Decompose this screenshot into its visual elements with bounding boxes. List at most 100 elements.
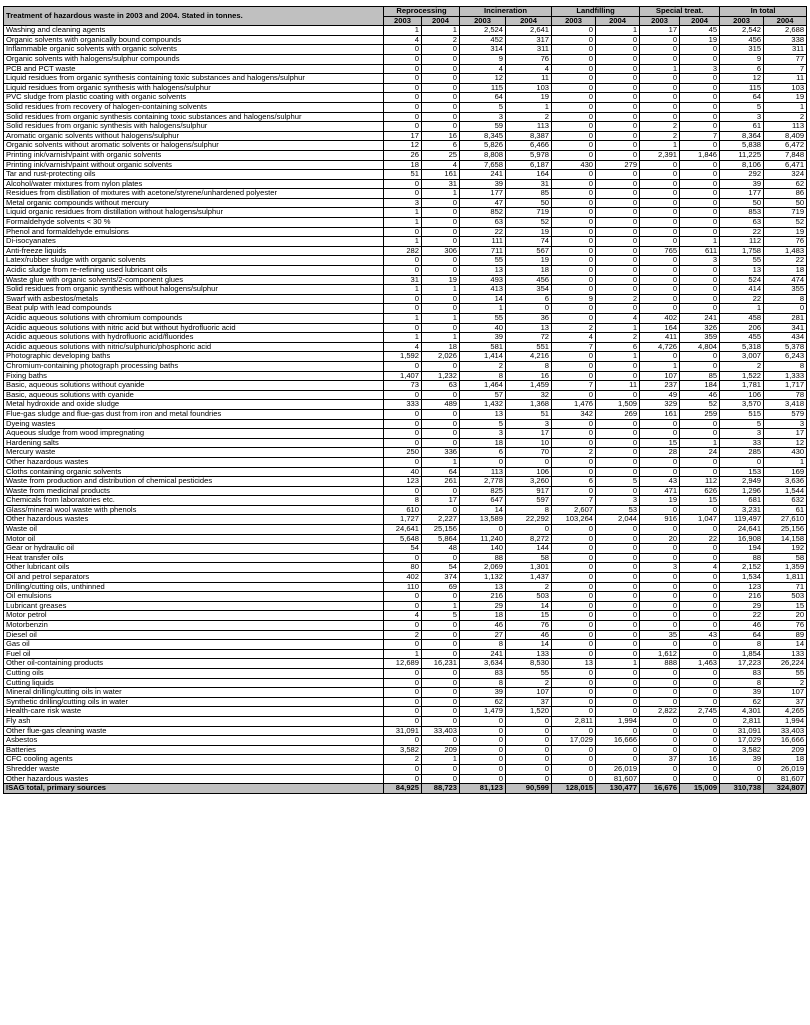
- cell-value: 489: [420, 399, 461, 410]
- table-row: Other lubricant oils 80 54 2,069 1,301 0 0 3 4 2,…: [3, 562, 808, 574]
- cell-value: 0: [383, 265, 422, 276]
- cell-value: 0: [420, 437, 461, 449]
- cell-value: 6,471: [763, 159, 808, 171]
- table-row: Phenol and formaldehyde emulsions 0 0 22 19 0…: [3, 226, 808, 238]
- cell-value: 55: [505, 667, 553, 679]
- cell-value: 0: [551, 706, 597, 717]
- cell-value: 55: [719, 255, 765, 267]
- cell-value: 88: [719, 552, 765, 564]
- cell-value: 4: [505, 63, 553, 75]
- cell-value: 1: [383, 648, 422, 660]
- cell-value: 62: [459, 696, 507, 708]
- cell-value: 7: [551, 380, 597, 391]
- cell-value: 0: [595, 389, 641, 401]
- cell-value: 50: [763, 197, 808, 209]
- cell-value: 7: [763, 63, 808, 75]
- cell-value: 2,688: [763, 25, 808, 36]
- cell-value: 11: [505, 73, 553, 84]
- cell-value: 103: [505, 82, 553, 94]
- cell-value: 8,387: [505, 130, 553, 142]
- cell-value: 15,009: [679, 783, 721, 794]
- cell-value: 5: [420, 610, 461, 621]
- header-row-years: 2003 2004 2003 2004 2003 2004 2003 2004 …: [4, 15, 808, 27]
- cell-value: 0: [551, 197, 597, 209]
- cell-value: 0: [679, 735, 721, 746]
- cell-value: 0: [595, 466, 641, 478]
- cell-value: 6,472: [763, 140, 808, 151]
- cell-value: 1: [639, 360, 681, 372]
- row-label: Swarf with asbestos/metals: [3, 293, 384, 305]
- cell-value: 1,464: [459, 380, 507, 391]
- cell-value: 1: [383, 207, 422, 219]
- cell-value: 0: [551, 44, 597, 55]
- cell-value: 107: [639, 370, 681, 382]
- row-label: Batteries: [3, 744, 384, 756]
- cell-value: 0: [679, 763, 721, 775]
- cell-value: 81,123: [459, 783, 507, 794]
- cell-value: 49: [639, 389, 681, 401]
- cell-value: 0: [551, 552, 597, 564]
- cell-value: 0: [679, 418, 721, 430]
- cell-value: 6: [459, 447, 507, 458]
- cell-value: 16: [679, 754, 721, 765]
- cell-value: 8,364: [719, 130, 765, 142]
- cell-value: 76: [505, 620, 553, 631]
- cell-value: 0: [639, 217, 681, 228]
- year-header: 2004: [679, 15, 721, 27]
- table-row: Other oil-containing products 12,689 16,23…: [3, 658, 808, 669]
- cell-value: 0: [383, 322, 422, 334]
- cell-value: 292: [719, 169, 765, 180]
- row-label: Solid residues from recovery of halogen-…: [3, 101, 384, 113]
- cell-value: 0: [679, 197, 721, 209]
- cell-value: 0: [551, 245, 597, 257]
- cell-value: 53: [595, 504, 641, 516]
- row-label: Basic, aqueous solutions without cyanide: [3, 380, 384, 391]
- cell-value: 14: [505, 600, 553, 612]
- cell-value: 0: [420, 667, 461, 679]
- row-label: Acidic aqueous solutions with chromium c…: [3, 313, 384, 324]
- cell-value: 0: [639, 284, 681, 295]
- cell-value: 853: [719, 207, 765, 219]
- cell-value: 0: [679, 303, 721, 314]
- cell-value: 64: [420, 466, 461, 478]
- table-row: Diesel oil 2 0 27 46 0 0 35 43 64 89: [3, 629, 808, 641]
- cell-value: 36: [505, 313, 553, 324]
- cell-value: 0: [679, 610, 721, 621]
- cell-value: 0: [595, 236, 641, 247]
- cell-value: 161: [420, 169, 461, 180]
- cell-value: 0: [595, 639, 641, 650]
- row-label: Phenol and formaldehyde emulsions: [3, 226, 384, 238]
- cell-value: 0: [383, 706, 422, 717]
- table-row: Organic solvents with halogens/sulphur c…: [3, 53, 808, 65]
- cell-value: 0: [551, 169, 597, 180]
- cell-value: 18: [763, 265, 808, 276]
- cell-value: 4,265: [763, 706, 808, 717]
- year-header: 2003: [383, 15, 422, 27]
- cell-value: 0: [595, 437, 641, 449]
- cell-value: 3: [459, 111, 507, 123]
- table-row: Solid residues from recovery of halogen-…: [3, 101, 808, 113]
- row-label: Oil and petrol separators: [3, 572, 384, 583]
- cell-value: 0: [595, 265, 641, 276]
- cell-value: 0: [551, 610, 597, 621]
- cell-value: 0: [595, 197, 641, 209]
- cell-value: 1: [420, 332, 461, 343]
- cell-value: 0: [595, 63, 641, 75]
- cell-value: 888: [639, 658, 681, 669]
- group-header-incineration: Incineration: [459, 6, 553, 17]
- year-header: 2003: [459, 15, 507, 27]
- cell-value: 0: [679, 169, 721, 180]
- cell-value: 0: [551, 466, 597, 478]
- cell-value: 0: [420, 735, 461, 746]
- cell-value: 2,949: [719, 476, 765, 487]
- cell-value: 0: [595, 370, 641, 382]
- cell-value: 46: [679, 389, 721, 401]
- cell-value: 0: [639, 188, 681, 199]
- cell-value: 0: [420, 552, 461, 564]
- cell-value: 216: [459, 591, 507, 602]
- cell-value: 0: [595, 140, 641, 151]
- cell-value: 0: [679, 466, 721, 478]
- cell-value: 825: [459, 485, 507, 497]
- cell-value: 0: [639, 111, 681, 123]
- cell-value: 123: [383, 476, 422, 487]
